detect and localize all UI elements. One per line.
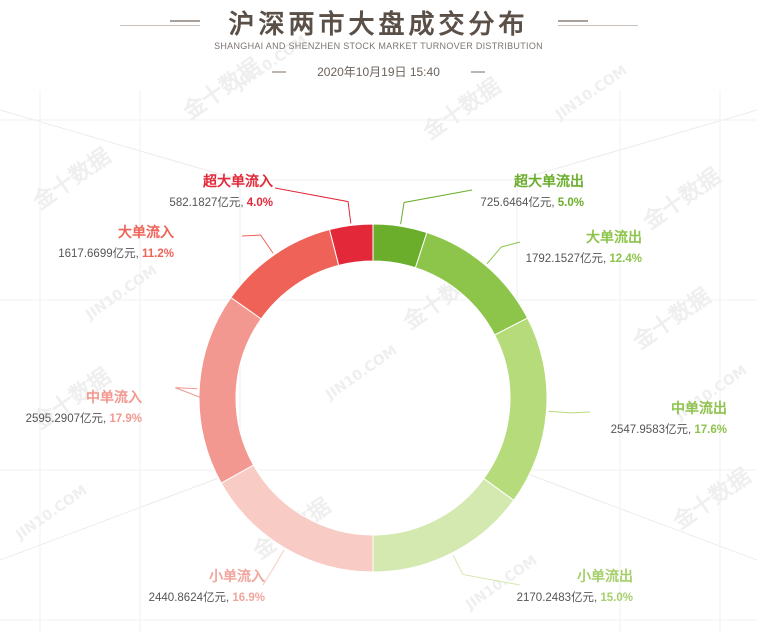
- slice-label: 大单流入 1617.6699亿元, 11.2%: [58, 222, 174, 261]
- slice-value: 2547.9583亿元: [610, 424, 688, 436]
- separator: ,: [103, 413, 110, 425]
- slice-label: 小单流出 2170.2483亿元, 15.0%: [517, 566, 633, 605]
- leader-line: [175, 387, 208, 401]
- title-rule-left-thin: [120, 25, 200, 26]
- slice-value: 1617.6699亿元: [58, 248, 136, 260]
- leader-line: [400, 189, 473, 225]
- slice-label: 中单流出 2547.9583亿元, 17.6%: [611, 398, 727, 437]
- leader-line: [262, 549, 285, 586]
- slice-percent: 4.0%: [246, 197, 273, 209]
- slice-value-line: 2547.9583亿元, 17.6%: [611, 418, 727, 437]
- slice-value: 2440.8624亿元: [148, 592, 226, 604]
- slice-name: 超大单流出: [514, 174, 584, 190]
- slice-value-line: 582.1827亿元, 4.0%: [169, 191, 273, 210]
- slice-name: 大单流入: [118, 225, 174, 241]
- page-subtitle: SHANGHAI AND SHENZHEN STOCK MARKET TURNO…: [214, 41, 543, 51]
- leader-line: [548, 410, 591, 414]
- slice-percent: 15.0%: [600, 592, 633, 604]
- slice-value: 2595.2907亿元: [25, 413, 103, 425]
- leader-line: [486, 241, 521, 265]
- separator: ,: [603, 253, 610, 265]
- separator: ,: [688, 424, 695, 436]
- slice-percent: 11.2%: [142, 248, 174, 260]
- separator: ,: [135, 248, 143, 260]
- slice-value-line: 1617.6699亿元, 11.2%: [58, 242, 174, 261]
- slice-percent: 5.0%: [557, 197, 584, 209]
- datetime: 2020年10月19日 15:40: [317, 65, 440, 79]
- donut-slice: [220, 464, 374, 573]
- slice-name: 小单流入: [209, 569, 265, 585]
- donut-slice: [328, 223, 374, 266]
- title-rule-right: [558, 20, 588, 22]
- page-title: 沪深两市大盘成交分布: [228, 10, 529, 40]
- slice-percent: 17.9%: [109, 413, 142, 425]
- donut-slice: [198, 296, 262, 484]
- slice-label: 小单流入 2440.8624亿元, 16.9%: [149, 566, 265, 605]
- slice-name: 中单流入: [86, 390, 142, 406]
- slice-label: 超大单流出 725.6464亿元, 5.0%: [480, 171, 584, 210]
- slice-label: 超大单流入 582.1827亿元, 4.0%: [169, 171, 273, 210]
- slice-percent: 16.9%: [232, 592, 265, 604]
- leader-line: [452, 554, 521, 586]
- slice-name: 大单流出: [586, 230, 642, 246]
- slice-value-line: 1792.1527亿元, 12.4%: [526, 247, 642, 266]
- separator: ,: [240, 197, 247, 209]
- slice-label: 大单流出 1792.1527亿元, 12.4%: [526, 227, 642, 266]
- separator: ,: [226, 592, 233, 604]
- slice-value-line: 2170.2483亿元, 15.0%: [517, 586, 633, 605]
- header: 沪深两市大盘成交分布 SHANGHAI AND SHENZHEN STOCK M…: [0, 0, 757, 90]
- leader-line: [241, 234, 274, 254]
- slice-value-line: 2595.2907亿元, 17.9%: [26, 407, 142, 426]
- title-rule-left: [170, 20, 200, 22]
- slice-value: 2170.2483亿元: [516, 592, 594, 604]
- donut-slice: [372, 477, 515, 573]
- separator: ,: [551, 197, 558, 209]
- datetime-dash-left: [272, 71, 286, 73]
- donut-slice: [230, 228, 340, 320]
- slice-name: 超大单流入: [203, 174, 273, 190]
- donut-slice: [414, 231, 529, 336]
- slice-percent: 12.4%: [609, 253, 642, 265]
- leader-line: [274, 187, 352, 224]
- donut-slice: [483, 317, 548, 502]
- title-rule-right-thin: [558, 25, 638, 26]
- slice-label: 中单流入 2595.2907亿元, 17.9%: [26, 387, 142, 426]
- slice-value-line: 725.6464亿元, 5.0%: [480, 191, 584, 210]
- slice-percent: 17.6%: [694, 424, 727, 436]
- datetime-dash-right: [471, 71, 485, 73]
- slice-name: 中单流出: [671, 401, 727, 417]
- slice-value: 582.1827亿元: [169, 197, 241, 209]
- slice-value-line: 2440.8624亿元, 16.9%: [149, 586, 265, 605]
- separator: ,: [594, 592, 601, 604]
- slice-name: 小单流出: [577, 569, 633, 585]
- slice-value: 1792.1527亿元: [525, 253, 603, 265]
- slice-value: 725.6464亿元: [480, 197, 552, 209]
